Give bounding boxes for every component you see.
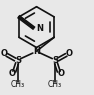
Text: O: O <box>1 49 8 59</box>
Text: O: O <box>57 69 64 78</box>
Text: O: O <box>9 69 16 78</box>
Text: CH₃: CH₃ <box>48 80 62 89</box>
Text: S: S <box>52 56 58 65</box>
Text: O: O <box>66 49 72 59</box>
Text: N: N <box>33 47 40 56</box>
Text: N: N <box>36 24 43 33</box>
Text: S: S <box>15 56 21 65</box>
Text: CH₃: CH₃ <box>11 80 25 89</box>
